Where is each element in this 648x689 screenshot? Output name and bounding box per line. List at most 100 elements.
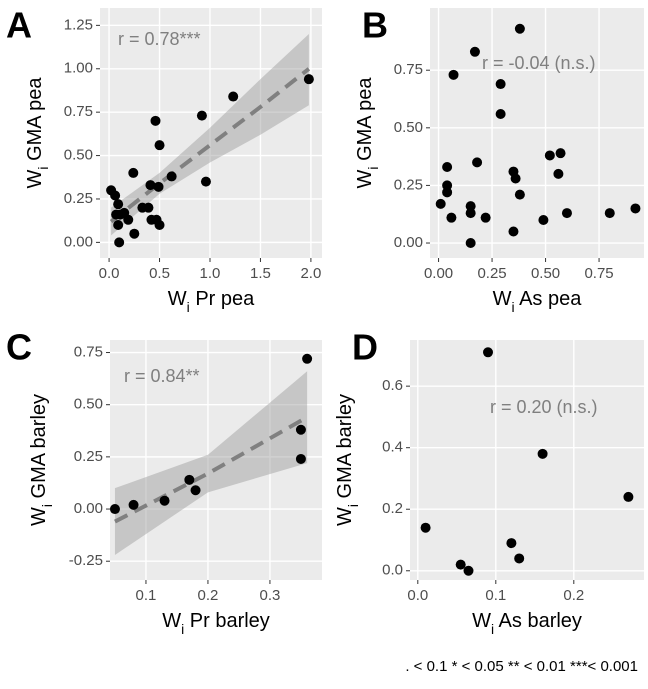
point [435, 198, 446, 209]
point [442, 161, 453, 172]
x-tick-label: 0.00 [424, 265, 453, 282]
y-tick-label: 1.00 [64, 60, 93, 77]
label-sub: i [491, 621, 494, 637]
confidence-band [114, 371, 308, 555]
label-base: W [168, 288, 187, 310]
point [113, 220, 124, 231]
point [455, 559, 466, 570]
point [514, 553, 525, 564]
point [623, 491, 634, 502]
label-text: As pea [515, 288, 583, 310]
y-tick-label: 0.00 [394, 234, 423, 251]
point [463, 565, 474, 576]
label-text: As barley [494, 610, 582, 632]
label-base: W [334, 507, 356, 526]
point [110, 190, 121, 201]
label-sub: i [512, 299, 515, 315]
panel-letter: D [352, 327, 378, 368]
label-base: W [24, 169, 46, 188]
label-text: Pr pea [190, 288, 255, 310]
point [166, 171, 177, 182]
point [448, 69, 459, 80]
y-tick-label: 0.75 [74, 343, 103, 360]
y-tick-label: 1.25 [64, 16, 93, 33]
panel-letter: C [6, 327, 32, 368]
y-axis-title: Wi GMA barley [28, 394, 54, 526]
label-base: W [162, 610, 181, 632]
annotation: r = -0.04 (n.s.) [482, 53, 596, 73]
point [469, 46, 480, 57]
point [196, 110, 207, 121]
point [153, 181, 164, 192]
label-sub: i [39, 504, 55, 507]
y-tick-label: 0.25 [394, 176, 423, 193]
point [114, 237, 125, 248]
x-tick-label: 1.5 [250, 265, 271, 282]
point [295, 424, 306, 435]
point [184, 474, 195, 485]
y-tick-label: 0.00 [74, 500, 103, 517]
point [544, 150, 555, 161]
y-axis-title: Wi GMA pea [24, 77, 50, 189]
label-sub: i [187, 299, 190, 315]
point [303, 74, 314, 85]
y-tick-label: 0.0 [382, 562, 403, 579]
point [129, 228, 140, 239]
point [604, 208, 615, 219]
label-sub: i [345, 504, 361, 507]
label-base: W [472, 610, 491, 632]
label-text: GMA barley [334, 394, 356, 504]
y-tick-label: 0.6 [382, 377, 403, 394]
point [480, 212, 491, 223]
point [123, 214, 134, 225]
x-axis-title: Wi As pea [493, 288, 583, 314]
y-tick-label: 0.2 [382, 500, 403, 517]
label-text: Pr barley [184, 610, 270, 632]
point [495, 108, 506, 119]
point [553, 168, 564, 179]
point [200, 176, 211, 187]
plot-background [410, 340, 644, 580]
annotation: r = 0.78*** [118, 29, 201, 49]
y-tick-label: 0.75 [394, 61, 423, 78]
fit-line [114, 415, 309, 524]
point [113, 199, 124, 210]
x-tick-label: 0.2 [198, 587, 219, 604]
point [442, 180, 453, 191]
panel-letter: A [6, 5, 32, 46]
point [495, 79, 506, 90]
y-tick-label: 0.50 [74, 396, 103, 413]
point [472, 157, 483, 168]
point [508, 226, 519, 237]
point [145, 180, 156, 191]
x-tick-label: 0.5 [149, 265, 170, 282]
point [295, 453, 306, 464]
point [146, 214, 157, 225]
x-tick-label: 0.0 [99, 265, 120, 282]
point [109, 504, 120, 515]
point [150, 115, 161, 126]
plot-background [100, 8, 322, 258]
label-base: W [354, 169, 376, 188]
point [630, 203, 641, 214]
label-text: GMA pea [24, 77, 46, 167]
x-axis-title: Wi Pr pea [168, 288, 255, 314]
point [446, 212, 457, 223]
y-tick-label: 0.75 [64, 103, 93, 120]
point [514, 23, 525, 34]
point [420, 522, 431, 533]
point [483, 347, 493, 358]
point [143, 202, 154, 213]
x-tick-label: 0.50 [531, 265, 560, 282]
point [514, 189, 525, 200]
plot-background [430, 8, 644, 258]
x-tick-label: 0.2 [563, 587, 584, 604]
point [128, 499, 139, 510]
panel-letter: B [362, 5, 388, 46]
point [537, 448, 548, 459]
label-sub: i [35, 166, 51, 169]
y-tick-label: -0.25 [69, 552, 103, 569]
x-tick-label: 0.75 [584, 265, 613, 282]
point [159, 495, 170, 506]
